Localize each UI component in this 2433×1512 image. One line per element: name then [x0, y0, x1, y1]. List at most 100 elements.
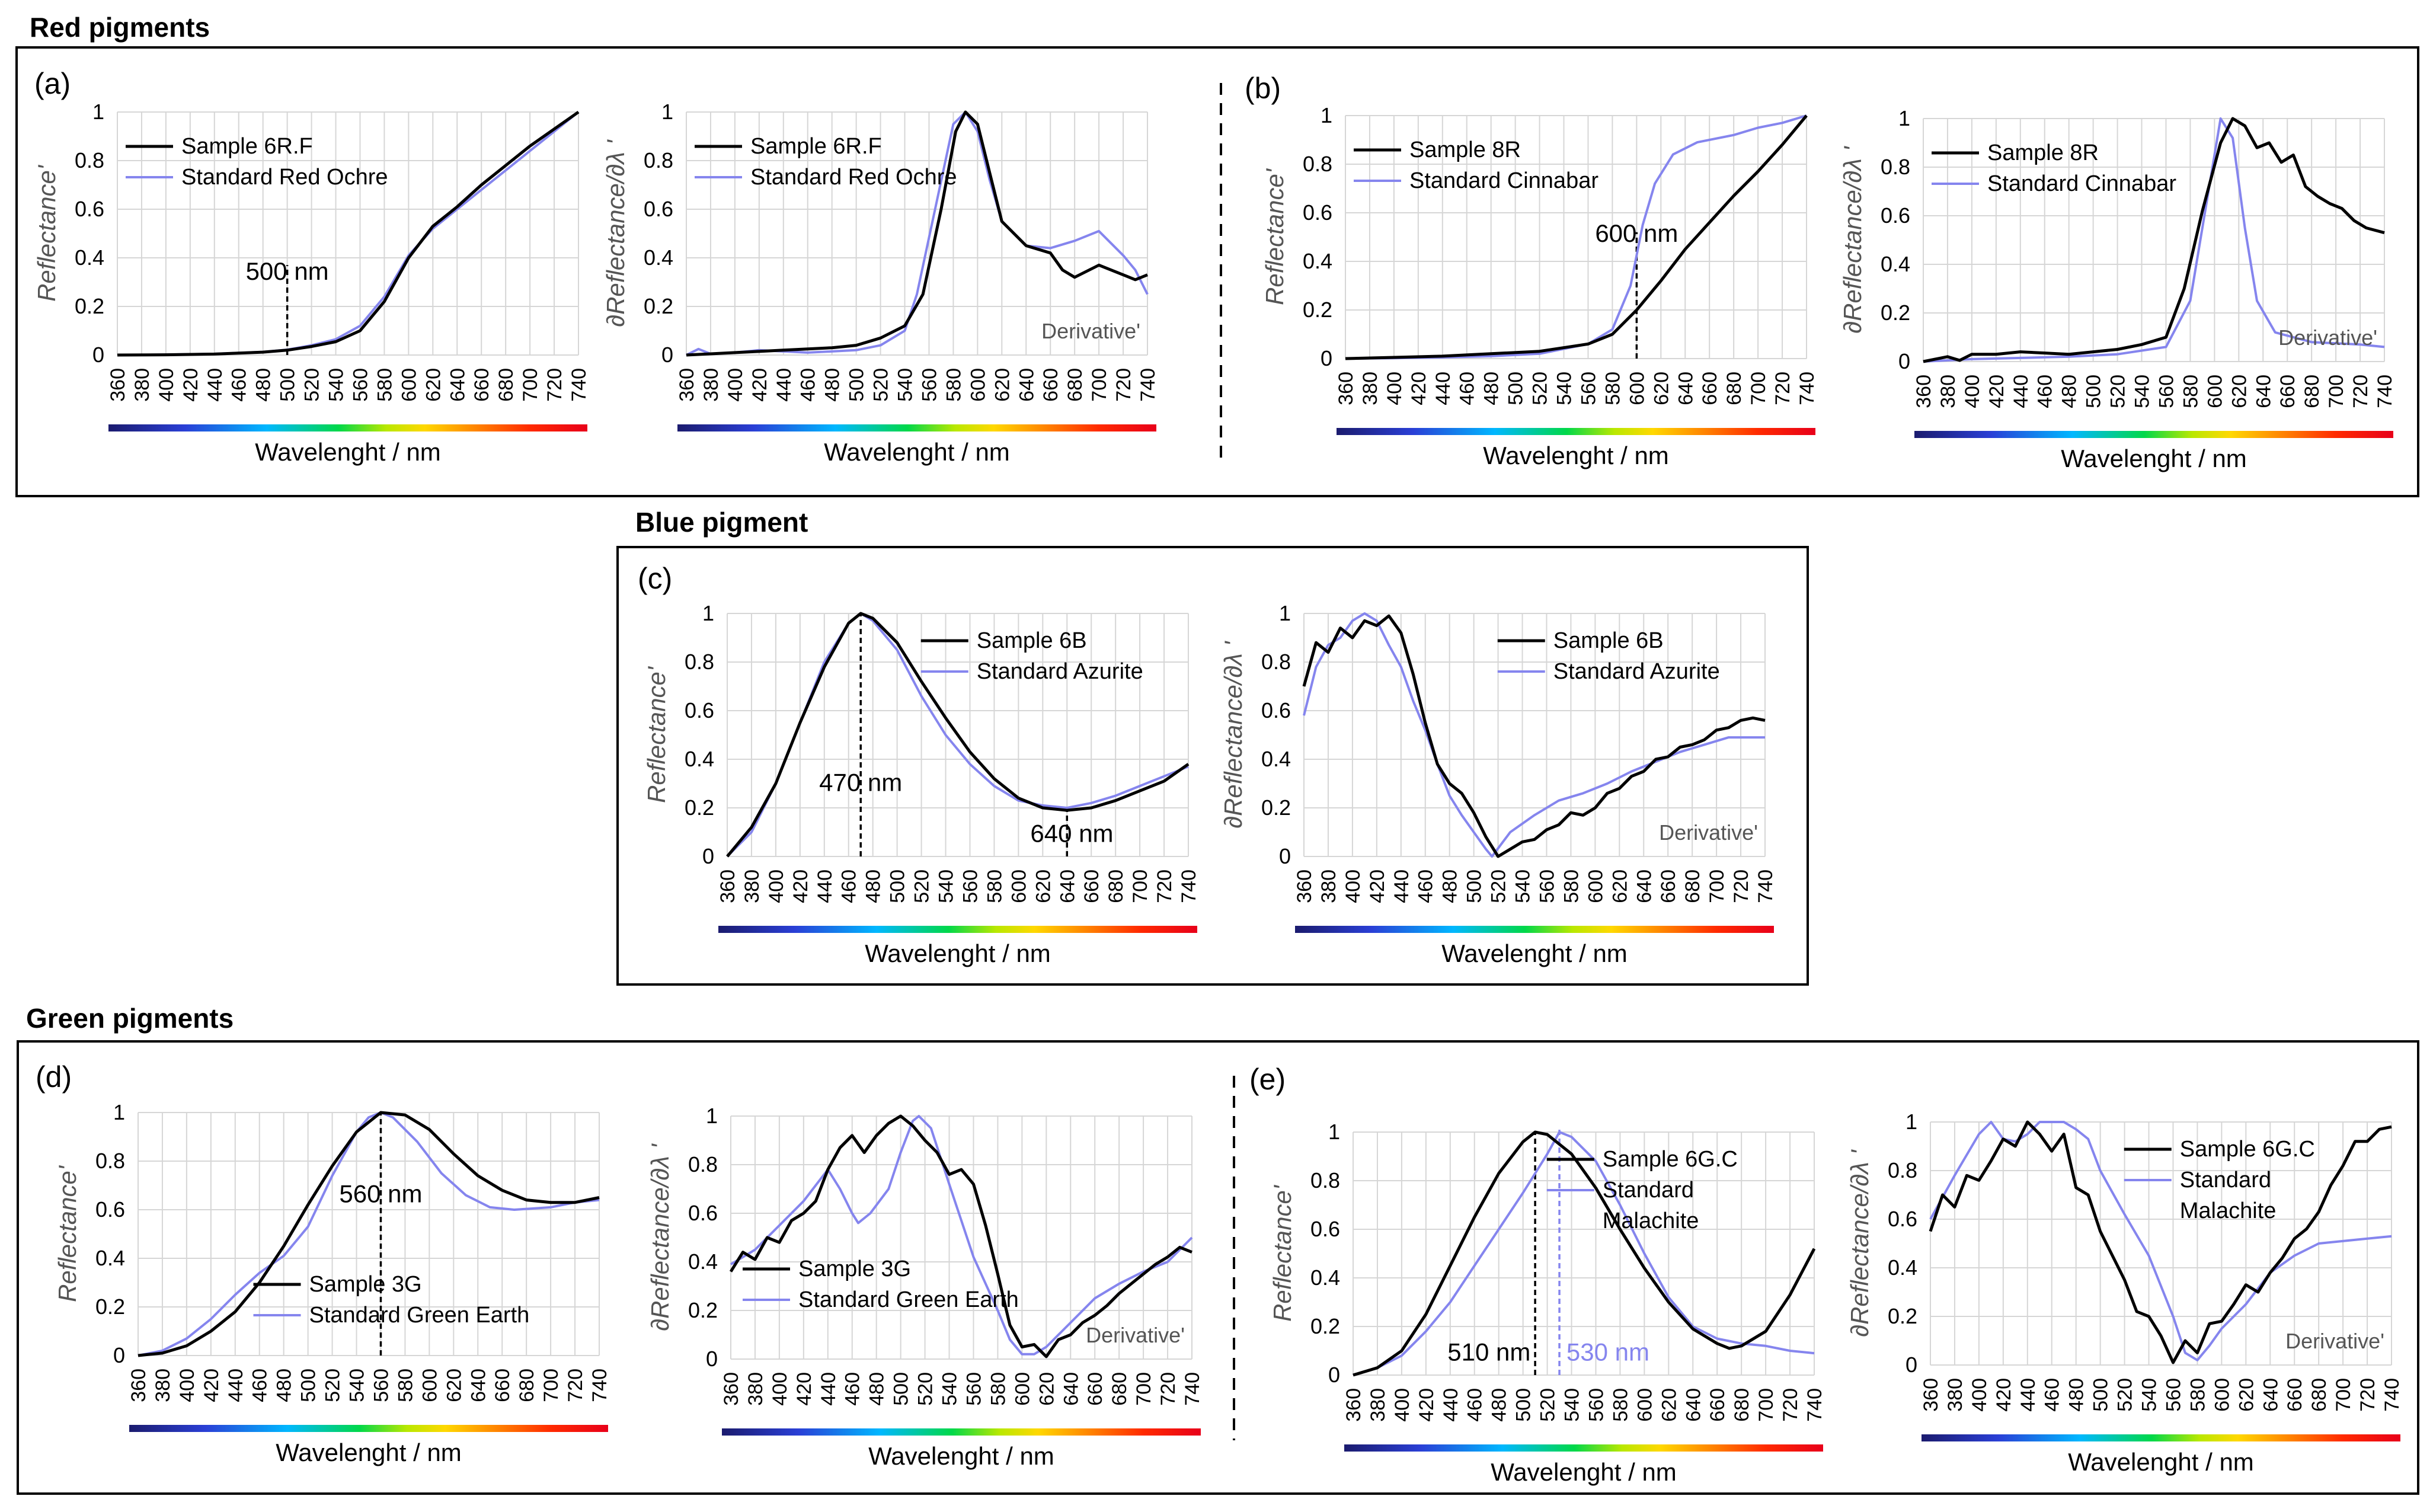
x-tick-label: 580	[394, 1369, 417, 1402]
x-tick-label: 460	[2041, 1378, 2064, 1412]
x-tick-label: 420	[1415, 1388, 1438, 1422]
x-tick-label: 400	[1342, 870, 1364, 903]
x-tick-label: 360	[1293, 870, 1316, 903]
x-tick-label: 680	[495, 368, 517, 402]
x-axis-title: Wavelenght / nm	[824, 438, 1010, 466]
series-line-sample	[117, 110, 580, 357]
x-axis-title: Wavelenght / nm	[2061, 445, 2247, 472]
legend-entry: Sample 6B	[977, 628, 1087, 653]
series-line-sample	[1929, 1120, 2392, 1364]
y-tick-label: 1	[1906, 1110, 1917, 1134]
x-tick-label: 560	[959, 870, 981, 903]
y-tick-label: 0.6	[1310, 1217, 1340, 1241]
x-tick-label: 600	[1626, 372, 1648, 405]
y-tick-label: 0	[1279, 844, 1291, 868]
x-tick-label: 660	[1040, 368, 1062, 402]
x-tick-label: 480	[2066, 1378, 2088, 1412]
chart-c2: 0 0.2 0.4 0.6 0.8 1 360 380 400 420 440 460 480 500 52…	[1219, 601, 1777, 967]
x-tick-label: 460	[2034, 375, 2057, 408]
x-tick-label: 400	[176, 1369, 199, 1402]
x-tick-label: 580	[1609, 1388, 1632, 1422]
x-tick-label: 620	[1609, 870, 1631, 903]
x-tick-label: 520	[915, 1372, 937, 1406]
y-axis-title: Reflectance'	[642, 666, 670, 803]
x-tick-label: 400	[1961, 375, 1984, 408]
series-line-standard	[1929, 1121, 2392, 1361]
x-tick-label: 360	[107, 368, 129, 402]
series-line-standard	[1345, 114, 1807, 360]
x-tick-label: 640	[1633, 870, 1655, 903]
y-tick-label: 0.2	[1303, 298, 1332, 322]
x-tick-label: 720	[1153, 870, 1176, 903]
series-line-sample	[726, 612, 1190, 858]
legend-entry: Sample 3G	[309, 1272, 422, 1297]
x-tick-label: 500	[298, 1369, 320, 1402]
annotation-label: 640 nm	[1030, 819, 1113, 847]
x-tick-label: 660	[2284, 1378, 2306, 1412]
x-tick-label: 440	[2010, 375, 2032, 408]
y-tick-label: 0.2	[1261, 795, 1291, 820]
annotation-label: 560 nm	[339, 1180, 422, 1208]
x-axis-title: Wavelenght / nm	[1491, 1458, 1677, 1486]
x-tick-label: 680	[1064, 368, 1086, 402]
x-tick-label: 720	[2357, 1378, 2379, 1412]
x-tick-label: 580	[373, 368, 396, 402]
spectrum-bar	[1337, 428, 1815, 435]
y-tick-label: 0.4	[1261, 747, 1291, 771]
x-tick-label: 700	[519, 368, 542, 402]
x-tick-label: 560	[1577, 372, 1600, 405]
x-tick-label: 640	[446, 368, 469, 402]
y-tick-label: 0.8	[685, 650, 714, 674]
x-tick-label: 360	[720, 1372, 743, 1406]
x-tick-label: 360	[717, 870, 739, 903]
x-tick-label: 460	[228, 368, 251, 402]
y-tick-label: 0	[1906, 1353, 1917, 1377]
x-tick-label: 380	[1367, 1388, 1389, 1422]
x-tick-label: 380	[1318, 870, 1340, 903]
x-tick-label: 700	[1129, 870, 1152, 903]
x-tick-label: 440	[817, 1372, 840, 1406]
x-tick-label: 440	[2017, 1378, 2039, 1412]
x-tick-label: 380	[152, 1369, 174, 1402]
y-axis-title: Reflectance'	[53, 1165, 81, 1302]
x-tick-label: 480	[2058, 375, 2081, 408]
legend-entry: Sample 3G	[798, 1257, 911, 1281]
x-tick-label: 700	[2325, 375, 2348, 408]
x-tick-label: 460	[1415, 870, 1437, 903]
x-tick-label: 480	[1481, 372, 1503, 405]
y-tick-label: 1	[92, 100, 104, 124]
x-tick-label: 740	[1796, 372, 1818, 405]
spectrum-bar	[1914, 431, 2393, 438]
x-tick-label: 660	[471, 368, 493, 402]
derivative-note: Derivative'	[1659, 820, 1758, 845]
x-tick-label: 560	[349, 368, 372, 402]
x-tick-label: 420	[1408, 372, 1430, 405]
x-tick-label: 620	[991, 368, 1014, 402]
y-tick-label: 0.2	[644, 294, 673, 318]
y-axis-title: ∂Reflectance/∂λ '	[1846, 1149, 1873, 1337]
y-tick-label: 1	[113, 1100, 125, 1124]
y-tick-label: 0.8	[1303, 152, 1332, 176]
x-tick-label: 520	[870, 368, 893, 402]
x-tick-label: 360	[1335, 372, 1357, 405]
legend-entry: Standard Azurite	[977, 659, 1143, 684]
x-tick-label: 640	[2259, 1378, 2282, 1412]
legend-entry: Standard Malachite	[2180, 1168, 2277, 1223]
legend-entry: Sample 6R.F	[750, 134, 882, 159]
x-tick-label: 500	[1463, 870, 1486, 903]
x-tick-label: 700	[1706, 870, 1728, 903]
x-tick-label: 400	[769, 1372, 791, 1406]
y-tick-label: 0.8	[1881, 155, 1910, 179]
x-tick-label: 440	[1432, 372, 1454, 405]
x-tick-label: 520	[322, 1369, 344, 1402]
x-axis-title: Wavelenght / nm	[1441, 939, 1628, 967]
series-line-sample	[1353, 1130, 1816, 1377]
x-tick-label: 600	[398, 368, 420, 402]
x-tick-label: 540	[894, 368, 917, 402]
x-tick-label: 680	[1723, 372, 1745, 405]
chart-d1: 0 0.2 0.4 0.6 0.8 1 360 380 400 420 440 460 480 500 52…	[53, 1100, 611, 1466]
annotation-label: 530 nm	[1566, 1338, 1649, 1366]
y-tick-label: 0	[1898, 349, 1910, 373]
y-tick-label: 0.4	[688, 1249, 718, 1274]
